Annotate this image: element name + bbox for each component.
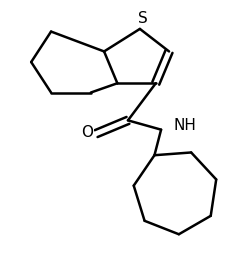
Text: NH: NH [173,118,196,133]
Text: S: S [138,11,147,26]
Text: O: O [81,125,93,140]
